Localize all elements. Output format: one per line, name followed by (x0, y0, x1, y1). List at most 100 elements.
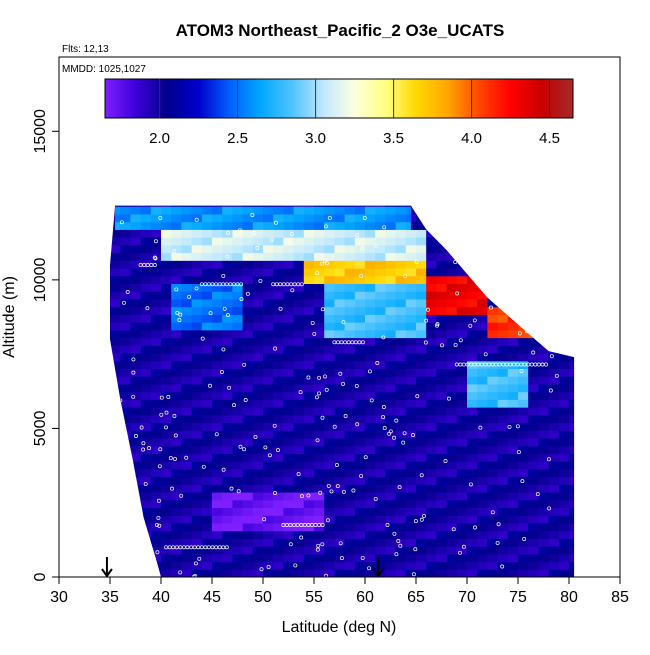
heatmap-cell (130, 492, 137, 501)
heatmap-cell (339, 414, 346, 424)
heatmap-cell (354, 492, 361, 501)
heatmap-cell (257, 399, 264, 408)
heatmap-cell (431, 492, 437, 501)
heatmap-cell (467, 244, 473, 254)
observation-marker (483, 352, 488, 357)
heatmap-cell (553, 252, 560, 261)
heatmap-cell (543, 515, 550, 524)
heatmap-cell (467, 430, 473, 439)
heatmap-cell (319, 499, 325, 509)
heatmap-cell (196, 322, 203, 331)
heatmap-cell (171, 538, 177, 547)
heatmap-cell (252, 437, 259, 447)
heatmap-cell (538, 515, 545, 524)
heatmap-cell (329, 322, 335, 331)
heatmap-cell (308, 407, 315, 416)
heatmap-cell (359, 515, 366, 524)
heatmap-cell (344, 399, 351, 408)
observation-marker (411, 433, 415, 438)
heatmap-cell (553, 468, 560, 478)
observation-marker (262, 517, 267, 522)
heatmap-cell (451, 283, 458, 292)
heatmap-cell (395, 414, 402, 424)
heatmap-cell (155, 530, 162, 539)
heatmap-cell (150, 337, 157, 346)
heatmap-cell (563, 391, 570, 400)
heatmap-cell (308, 291, 315, 300)
heatmap-cell (507, 252, 514, 261)
heatmap-cell (166, 468, 172, 478)
heatmap-cell (263, 414, 269, 424)
heatmap-cell (344, 476, 351, 485)
observation-marker (472, 362, 477, 367)
heatmap-cell (441, 468, 448, 478)
heatmap-cell (166, 337, 172, 346)
heatmap-cell (334, 206, 341, 215)
heatmap-cell (324, 430, 330, 439)
heatmap-cell (293, 445, 300, 454)
heatmap-cell (319, 468, 325, 478)
heatmap-cell (385, 453, 392, 462)
heatmap-cell (120, 206, 126, 215)
heatmap-cell (416, 399, 422, 408)
heatmap-cell (155, 484, 162, 493)
heatmap-cell (538, 407, 545, 416)
observation-marker (375, 361, 380, 365)
heatmap-cell (543, 461, 550, 470)
heatmap-cell (257, 283, 264, 292)
heatmap-cell (125, 407, 131, 416)
heatmap-cell (196, 252, 203, 261)
heatmap-cell (569, 221, 575, 230)
heatmap-cell (354, 306, 361, 315)
heatmap-cell (334, 453, 341, 462)
heatmap-cell (298, 360, 305, 370)
heatmap-cell (212, 414, 218, 424)
heatmap-cell (487, 275, 494, 285)
heatmap-cell (227, 260, 233, 269)
heatmap-cell (161, 206, 167, 215)
heatmap-cell (319, 368, 325, 377)
heatmap-cell (329, 422, 335, 431)
heatmap-cell (161, 252, 167, 261)
heatmap-cell (196, 484, 203, 493)
heatmap-cell (543, 314, 550, 323)
heatmap-cell (222, 360, 228, 370)
heatmap-cell (487, 368, 494, 377)
heatmap-cell (140, 476, 147, 485)
heatmap-cell (222, 445, 228, 454)
heatmap-cell (456, 553, 463, 563)
heatmap-cell (319, 275, 325, 285)
heatmap-cell (446, 205, 453, 207)
heatmap-cell (329, 538, 335, 547)
heatmap-cell (303, 337, 310, 346)
heatmap-cell (181, 461, 188, 470)
heatmap-cell (268, 275, 274, 285)
heatmap-cell (405, 476, 412, 485)
heatmap-cell (120, 229, 126, 238)
observation-marker (381, 335, 386, 340)
heatmap-cell (181, 476, 188, 485)
heatmap-cell (370, 522, 376, 532)
heatmap-cell (140, 206, 147, 215)
heatmap-cell (171, 515, 177, 524)
heatmap-cell (201, 260, 208, 269)
observation-marker (126, 508, 131, 513)
heatmap-cell (252, 507, 259, 516)
observation-marker (224, 282, 229, 287)
heatmap-cell (242, 522, 249, 532)
heatmap-cell (268, 391, 274, 400)
observation-marker (143, 481, 148, 486)
heatmap-cell (518, 546, 524, 555)
heatmap-cell (308, 260, 315, 269)
heatmap-cell (191, 376, 198, 385)
heatmap-cell (380, 561, 386, 570)
heatmap-cell (487, 437, 494, 447)
heatmap-cell (512, 221, 519, 230)
heatmap-cell (308, 476, 315, 485)
heatmap-cell (497, 291, 504, 300)
heatmap-cell (242, 391, 249, 400)
heatmap-cell (135, 368, 142, 377)
heatmap-cell (497, 492, 504, 501)
heatmap-cell (370, 267, 376, 277)
heatmap-cell (359, 391, 366, 400)
